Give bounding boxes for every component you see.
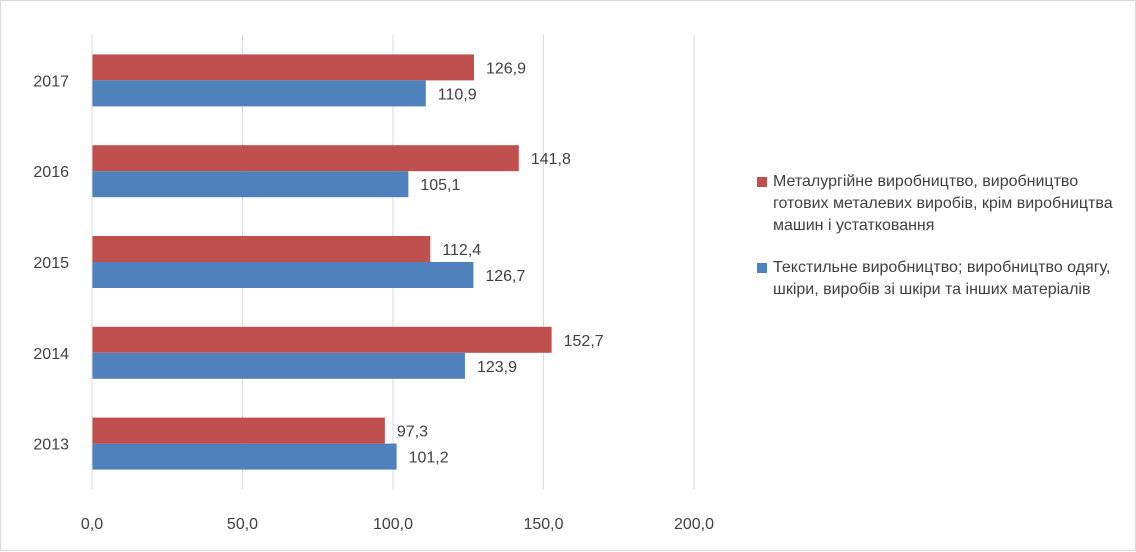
- legend-swatch-textile: [757, 263, 767, 273]
- bar-2017-series-1: [92, 80, 426, 107]
- legend: Металургійне виробництво, виробництво го…: [757, 171, 1127, 321]
- data-label-2017-series-1: 110,9: [438, 86, 477, 103]
- legend-swatch-metallurgy: [757, 177, 767, 187]
- bar-2017-series-0: [92, 54, 474, 81]
- data-label-2016-series-0: 141,8: [531, 151, 571, 168]
- data-label-2017-series-0: 126,9: [486, 60, 526, 77]
- bar-2016-series-1: [92, 171, 409, 198]
- data-label-2014-series-1: 123,9: [477, 359, 517, 376]
- x-tick-label: 200,0: [674, 516, 714, 533]
- category-label-2014: 2014: [33, 346, 69, 363]
- legend-item-metallurgy: Металургійне виробництво, виробництво го…: [757, 171, 1127, 237]
- x-tick-label: 150,0: [523, 516, 563, 533]
- bar-2014-series-1: [92, 352, 465, 379]
- data-label-2013-series-0: 97,3: [397, 424, 428, 441]
- bar-2014-series-0: [92, 326, 552, 353]
- x-tick-label: 100,0: [373, 516, 413, 533]
- category-label-2016: 2016: [33, 164, 69, 181]
- legend-label-textile: Текстильне виробництво; виробництво одяг…: [773, 259, 1111, 298]
- bar-2013-series-0: [92, 417, 385, 444]
- bar-2013-series-1: [92, 443, 397, 470]
- data-label-2014-series-0: 152,7: [564, 333, 604, 350]
- legend-item-textile: Текстильне виробництво; виробництво одяг…: [757, 257, 1127, 301]
- legend-label-metallurgy: Металургійне виробництво, виробництво го…: [773, 173, 1113, 234]
- category-label-2015: 2015: [33, 255, 69, 272]
- category-label-2017: 2017: [33, 73, 69, 90]
- data-label-2015-series-0: 112,4: [442, 242, 481, 259]
- x-tick-label: 50,0: [227, 516, 258, 533]
- category-label-2013: 2013: [33, 437, 69, 454]
- bars: [92, 54, 552, 470]
- bar-2016-series-0: [92, 145, 519, 172]
- bar-2015-series-0: [92, 236, 431, 262]
- data-label-2016-series-1: 105,1: [420, 177, 460, 194]
- data-label-2013-series-1: 101,2: [409, 450, 449, 467]
- data-label-2015-series-1: 126,7: [485, 268, 525, 285]
- bar-2015-series-1: [92, 262, 474, 288]
- axes: 0,0 50,0 100,0 150,0 200,0 2013 2014 2015 2016 20…: [33, 35, 714, 533]
- x-tick-label: 0,0: [81, 516, 103, 533]
